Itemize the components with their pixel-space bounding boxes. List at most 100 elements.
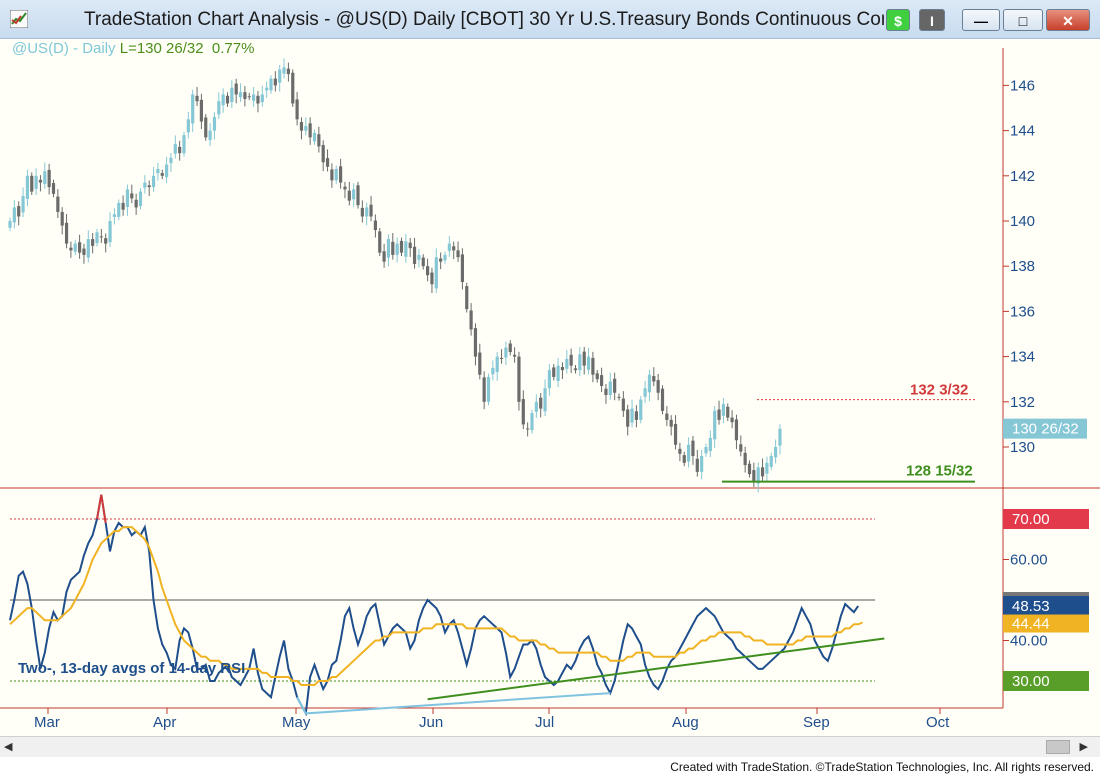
candle-body — [578, 354, 582, 371]
candle-body — [195, 95, 199, 102]
candle-body — [378, 231, 382, 253]
horizontal-scrollbar[interactable]: ◀ ▶ — [0, 736, 1100, 757]
candle-body — [734, 419, 739, 441]
candle-body — [382, 251, 386, 262]
candle-body — [730, 417, 734, 423]
app-chart-icon — [10, 10, 28, 28]
footer: Created with TradeStation. ©TradeStation… — [0, 757, 1100, 778]
candle-body — [621, 398, 625, 411]
candle-body — [421, 257, 425, 267]
candle-body — [473, 328, 478, 357]
candle-body — [286, 68, 290, 75]
candle-body — [412, 246, 417, 264]
rsi-level-label: 30.00 — [1012, 673, 1050, 690]
candle-body — [426, 266, 430, 276]
candle-body — [334, 169, 338, 181]
candle-body — [647, 374, 652, 393]
candle-body — [252, 94, 256, 101]
rsi-tick-label: 60.00 — [1010, 552, 1048, 569]
price-chart[interactable]: 130 132 134 136 138 140 142 144 146 132 3/32 128 1… — [0, 38, 1100, 736]
price-tick-label: 134 — [1010, 349, 1035, 366]
dollar-button[interactable]: $ — [886, 9, 910, 31]
scroll-thumb[interactable] — [1046, 740, 1070, 754]
candle-body — [317, 134, 321, 147]
candle-body — [260, 94, 264, 103]
legend-last-prefix: L= — [119, 40, 137, 57]
candle-body — [565, 358, 569, 369]
candle-body — [343, 186, 347, 190]
candle-body — [64, 222, 69, 244]
candle-body — [25, 175, 29, 199]
candle-body — [391, 241, 395, 255]
candle-body — [17, 206, 21, 217]
candle-body — [713, 410, 717, 440]
candle-body — [556, 365, 560, 382]
month-label: Sep — [803, 714, 830, 731]
candle-body — [499, 357, 504, 359]
candle-body — [330, 169, 334, 181]
rsi-slow-badge — [1003, 614, 1089, 633]
price-tick-label: 132 — [1010, 394, 1035, 411]
candle-body — [182, 135, 186, 154]
candle-body — [486, 376, 491, 402]
candle-body — [434, 257, 438, 289]
candle-body — [643, 388, 647, 397]
candle-body — [652, 376, 656, 382]
candle-body — [143, 182, 147, 188]
candle-body — [8, 221, 12, 228]
candle-body — [478, 352, 482, 375]
candle-body — [151, 175, 156, 188]
info-button[interactable]: I — [919, 9, 945, 31]
candle-body — [460, 254, 464, 283]
candle-body — [78, 242, 82, 253]
candle-body — [12, 207, 16, 223]
candle-body — [756, 467, 760, 484]
candle-body — [491, 367, 495, 375]
candle-body — [34, 175, 38, 189]
price-tick-label: 140 — [1010, 213, 1035, 230]
minimize-button[interactable]: — — [962, 9, 1000, 31]
candle-body — [721, 404, 725, 416]
candle-body — [395, 243, 399, 255]
candle-body — [265, 87, 269, 91]
candle-body — [321, 145, 325, 163]
candle-body — [247, 96, 251, 98]
candle-body — [691, 440, 695, 457]
candle-body — [256, 95, 260, 104]
candle-body — [117, 202, 121, 217]
maximize-button[interactable]: □ — [1003, 9, 1043, 31]
candle-body — [747, 463, 752, 475]
rsi-slow-value: 44.44 — [1012, 616, 1050, 633]
close-button[interactable]: ✕ — [1046, 9, 1090, 31]
candle-body — [243, 92, 247, 99]
title-bar[interactable]: TradeStation Chart Analysis - @US(D) Dai… — [0, 0, 1100, 39]
candle-body — [112, 214, 116, 217]
scroll-right-arrow-icon[interactable]: ▶ — [1079, 741, 1088, 753]
candle-body — [591, 357, 595, 375]
rsi-fast-badge — [1003, 595, 1089, 616]
candle-body — [530, 413, 534, 431]
candle-body — [504, 347, 508, 358]
candle-body — [399, 240, 404, 253]
rsi-level-label: 70.00 — [1012, 511, 1050, 528]
candle-body — [204, 117, 208, 138]
rsi-level-badge — [1003, 671, 1089, 691]
candle-body — [212, 117, 217, 131]
candle-body — [726, 406, 730, 418]
candle-body — [626, 409, 630, 427]
candle-body — [608, 381, 612, 396]
candle-body — [634, 411, 638, 420]
candle-body — [225, 95, 230, 104]
candle-body — [186, 119, 190, 133]
candle-body — [365, 207, 369, 217]
candle-body — [595, 373, 599, 380]
scroll-left-arrow-icon[interactable]: ◀ — [4, 741, 13, 753]
candle-body — [521, 399, 525, 425]
candle-body — [360, 207, 364, 217]
candle-body — [552, 367, 556, 377]
rsi-overbought-highlight — [96, 494, 107, 524]
candle-body — [600, 375, 604, 386]
month-label: Oct — [926, 714, 950, 731]
candle-body — [60, 211, 64, 226]
candle-body — [282, 67, 286, 74]
